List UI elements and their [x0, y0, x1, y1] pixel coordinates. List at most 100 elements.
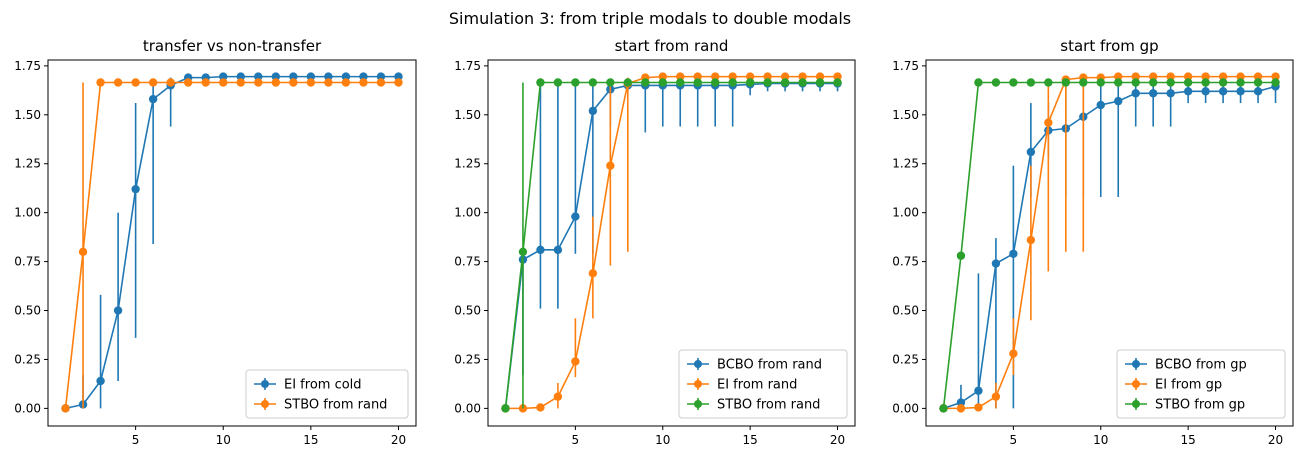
data-point	[201, 78, 210, 87]
legend-label: STBO from gp	[1155, 398, 1245, 413]
y-tick-label: 1.50	[14, 108, 41, 122]
data-point	[501, 404, 510, 413]
legend-box	[1116, 349, 1286, 419]
data-point	[131, 184, 140, 194]
data-point	[763, 78, 772, 87]
series-stbo-from-gp	[939, 78, 1280, 413]
data-point	[833, 72, 842, 81]
data-point	[536, 403, 545, 412]
x-tick-label: 20	[391, 433, 406, 447]
data-point	[236, 78, 245, 87]
series-stbo-from-rand	[61, 78, 403, 413]
data-point	[1253, 72, 1263, 81]
y-tick-label: 0.25	[892, 352, 919, 366]
data-point	[1218, 72, 1228, 81]
data-point	[571, 212, 580, 221]
data-point	[658, 78, 667, 87]
y-tick-label: 0.50	[454, 304, 481, 318]
data-point	[798, 78, 807, 87]
data-point	[306, 72, 316, 81]
data-point	[289, 78, 298, 87]
legend-label: EI from cold	[284, 378, 362, 393]
y-tick-label: 1.25	[454, 157, 481, 171]
y-tick-label: 1.50	[454, 108, 481, 122]
data-point	[571, 78, 580, 87]
data-point	[1044, 118, 1053, 127]
y-tick-label: 1.75	[14, 59, 41, 73]
data-point	[1183, 87, 1193, 96]
data-point	[588, 78, 598, 87]
data-point	[1148, 89, 1158, 98]
data-point	[131, 78, 140, 87]
data-point	[78, 247, 88, 257]
data-point	[780, 78, 790, 87]
data-point	[974, 386, 983, 395]
data-point	[1061, 78, 1071, 87]
data-point	[676, 78, 685, 87]
legend-label: EI from gp	[1155, 378, 1222, 393]
data-point	[271, 72, 281, 81]
data-point	[148, 94, 158, 104]
data-point	[1183, 72, 1193, 81]
legend-marker	[694, 400, 702, 408]
data-point	[606, 78, 615, 87]
y-tick-label: 1.50	[892, 108, 919, 122]
legend-marker	[261, 380, 269, 388]
data-point	[956, 404, 966, 413]
data-point	[1218, 78, 1228, 87]
data-point	[623, 78, 633, 87]
data-point	[1253, 78, 1263, 87]
figure-suptitle: Simulation 3: from triple modals to doub…	[449, 9, 851, 28]
x-tick-label: 20	[830, 433, 845, 447]
y-tick-label: 0.00	[892, 401, 919, 415]
x-tick-label: 10	[216, 433, 231, 447]
data-point	[341, 78, 351, 87]
data-point	[1148, 72, 1158, 81]
x-tick-label: 20	[1268, 433, 1283, 447]
data-point	[728, 72, 737, 81]
data-point	[219, 72, 228, 81]
data-point	[1026, 235, 1036, 245]
data-point	[1218, 87, 1228, 96]
y-tick-label: 1.25	[14, 157, 41, 171]
axes-frame	[47, 59, 417, 427]
data-point	[588, 106, 598, 116]
data-point	[1166, 72, 1175, 81]
data-point	[1009, 249, 1018, 258]
data-point	[991, 259, 1001, 268]
data-point	[236, 72, 245, 81]
legend-marker	[1132, 380, 1140, 388]
data-point	[1044, 78, 1053, 87]
data-point	[833, 78, 842, 87]
data-point	[728, 78, 737, 87]
subplot-title: transfer vs non-transfer	[143, 37, 322, 55]
y-tick-label: 0.75	[892, 255, 919, 269]
data-point	[553, 245, 563, 255]
legend-entry: EI from gp	[1125, 378, 1222, 393]
legend: BCBO from rand EI from rand STBO from rand	[678, 349, 848, 419]
data-point	[693, 78, 702, 87]
data-point	[956, 251, 966, 260]
data-point	[1166, 78, 1175, 87]
data-point	[798, 72, 807, 81]
y-tick-label: 0.75	[14, 255, 41, 269]
y-tick-label: 1.75	[454, 59, 481, 73]
axes-frame	[487, 59, 856, 427]
legend-entry: EI from cold	[254, 378, 362, 393]
y-tick-label: 0.25	[14, 352, 41, 366]
data-point	[61, 404, 70, 413]
data-point	[815, 72, 825, 81]
data-point	[553, 78, 563, 87]
legend-box	[245, 369, 409, 419]
data-point	[394, 72, 403, 81]
y-tick-label: 0.00	[14, 401, 41, 415]
data-point	[1201, 78, 1210, 87]
data-point	[710, 78, 720, 87]
data-point	[1271, 78, 1280, 87]
x-tick-label: 5	[1010, 433, 1018, 447]
x-tick-label: 15	[303, 433, 318, 447]
data-point	[1026, 78, 1036, 87]
data-point	[780, 72, 790, 81]
data-point	[641, 78, 650, 87]
